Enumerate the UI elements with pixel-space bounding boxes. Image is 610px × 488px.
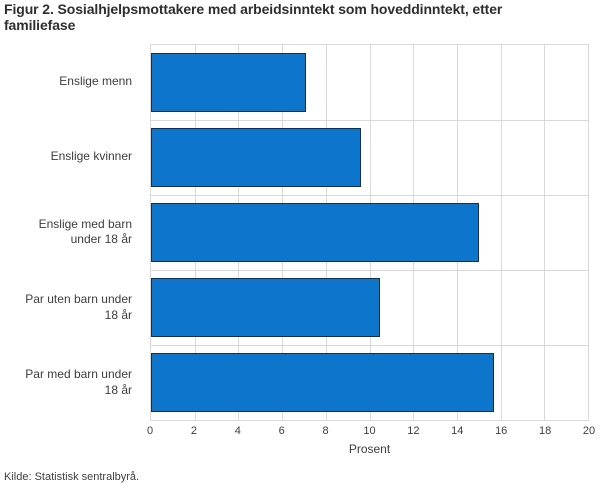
bar-row	[151, 345, 588, 420]
x-tick-label: 4	[234, 425, 241, 437]
bar-row	[151, 270, 588, 345]
category-label: Enslige menn	[59, 73, 132, 88]
category-label: Par med barn under 18 år	[25, 367, 132, 398]
gridline-horizontal	[151, 345, 588, 346]
gridline-vertical	[500, 45, 502, 420]
x-tick-label: 16	[495, 425, 508, 437]
bar-row	[151, 195, 588, 270]
x-tick-label: 20	[582, 425, 596, 437]
x-axis-ticks: 0 2 4 6 8 10 12 14 16 18 20	[146, 425, 595, 439]
x-tick-label: 18	[538, 425, 552, 437]
bar[interactable]	[151, 202, 479, 263]
category-label: Enslige kvinner	[50, 149, 132, 164]
x-tick-label: 14	[451, 425, 464, 437]
x-tick-label: 6	[278, 425, 285, 437]
bar-row	[151, 120, 588, 195]
x-tick-label: 0	[146, 425, 154, 437]
gridline-vertical	[544, 45, 546, 420]
gridline-horizontal	[151, 195, 588, 196]
x-tick-label: 12	[407, 425, 420, 437]
chart-title: Figur 2. Sosialhjelpsmottakere med arbei…	[4, 1, 503, 33]
gridline-horizontal	[151, 120, 588, 121]
bar[interactable]	[151, 52, 307, 113]
bar[interactable]	[151, 352, 495, 413]
x-tick-label: 8	[322, 425, 329, 437]
category-labels: Enslige menn Enslige kvinner Enslige med b…	[0, 44, 142, 421]
gridline-horizontal	[151, 270, 588, 271]
x-axis-title: Prosent	[348, 442, 391, 456]
x-tick-label: 10	[363, 425, 376, 437]
category-label: Par uten barn under 18 år	[25, 292, 132, 322]
bar[interactable]	[151, 127, 361, 188]
plot-area	[150, 44, 589, 421]
x-tick-label: 2	[190, 425, 197, 437]
source-note: Kilde: Statistisk sentralbyrå.	[4, 471, 140, 483]
bar-row	[151, 45, 588, 120]
bar[interactable]	[151, 277, 381, 338]
category-label: Enslige med barn under 18 år	[38, 216, 132, 247]
